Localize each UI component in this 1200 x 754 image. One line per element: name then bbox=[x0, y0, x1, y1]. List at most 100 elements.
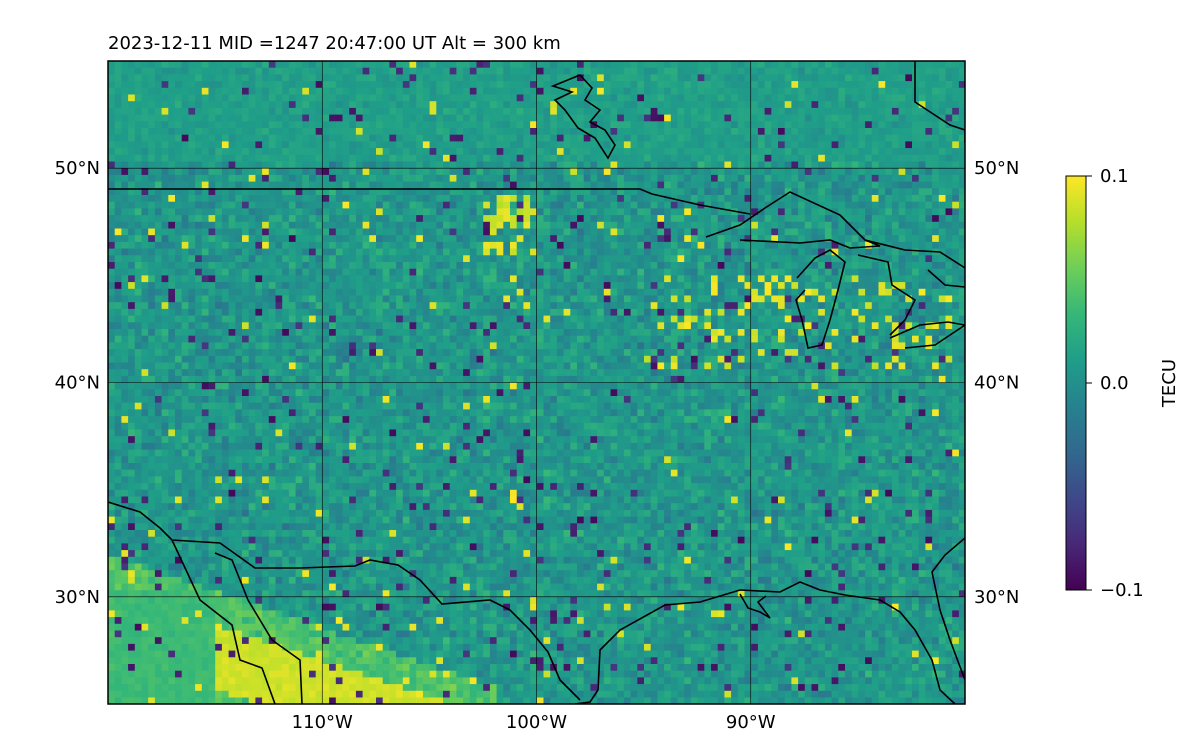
tec-cell bbox=[523, 268, 531, 276]
tec-cell bbox=[891, 208, 900, 216]
tec-cell bbox=[268, 241, 277, 250]
tec-cell bbox=[516, 74, 524, 82]
tec-cell bbox=[409, 215, 417, 223]
tec-cell bbox=[436, 114, 444, 122]
tec-cell bbox=[744, 302, 752, 310]
tec-cell bbox=[288, 94, 297, 102]
tec-cell bbox=[483, 302, 491, 310]
tec-cell bbox=[362, 235, 370, 243]
tec-cell bbox=[175, 275, 183, 283]
tec-cell bbox=[221, 188, 230, 196]
tec-cell bbox=[161, 181, 169, 189]
tec-cell bbox=[603, 168, 612, 176]
tec-cell bbox=[262, 195, 270, 203]
tec-cell bbox=[201, 107, 210, 116]
tec-cell bbox=[912, 181, 920, 189]
tec-cell bbox=[516, 121, 524, 129]
tec-cell bbox=[463, 67, 471, 75]
tec-cell bbox=[422, 255, 431, 263]
tec-cell bbox=[154, 107, 163, 116]
tec-cell bbox=[684, 128, 692, 136]
tec-cell bbox=[938, 94, 947, 102]
tec-cell bbox=[905, 134, 913, 142]
tec-cell bbox=[858, 161, 866, 169]
tec-cell bbox=[188, 67, 196, 75]
tec-cell bbox=[918, 114, 926, 122]
tec-cell bbox=[215, 168, 223, 176]
tec-cell bbox=[690, 87, 699, 96]
tec-cell bbox=[342, 255, 350, 263]
tec-cell bbox=[349, 215, 357, 223]
tec-cell bbox=[704, 168, 712, 176]
tec-cell bbox=[563, 134, 571, 142]
tec-cell bbox=[690, 208, 699, 216]
tec-cell bbox=[543, 134, 551, 142]
tec-cell bbox=[329, 195, 337, 203]
tec-cell bbox=[657, 201, 665, 209]
tec-cell bbox=[952, 181, 960, 189]
tec-cell bbox=[938, 134, 947, 142]
tec-cell bbox=[905, 114, 913, 122]
tec-cell bbox=[268, 255, 277, 263]
tec-cell bbox=[945, 154, 953, 163]
tec-cell bbox=[784, 154, 792, 163]
tec-cell bbox=[717, 61, 725, 69]
tec-cell bbox=[376, 195, 384, 203]
tec-cell bbox=[617, 248, 625, 256]
tec-cell bbox=[181, 248, 189, 256]
tec-cell bbox=[443, 141, 451, 149]
tec-cell bbox=[556, 235, 565, 243]
tec-cell bbox=[670, 315, 679, 323]
tec-cell bbox=[704, 228, 712, 236]
tec-cell bbox=[409, 181, 417, 189]
tec-cell bbox=[677, 215, 685, 223]
tec-cell bbox=[764, 174, 772, 183]
tec-cell bbox=[784, 288, 792, 297]
tec-cell bbox=[436, 315, 444, 323]
tec-cell bbox=[945, 228, 953, 236]
tec-cell bbox=[597, 107, 605, 116]
tec-cell bbox=[389, 94, 397, 102]
tec-cell bbox=[637, 248, 645, 256]
tec-cell bbox=[128, 87, 136, 96]
tec-cell bbox=[429, 121, 437, 129]
tec-cell bbox=[255, 161, 263, 169]
tec-cell bbox=[510, 255, 518, 263]
tec-cell bbox=[429, 248, 437, 256]
tec-cell bbox=[878, 101, 886, 109]
tec-cell bbox=[912, 161, 920, 169]
tec-cell bbox=[141, 101, 149, 109]
tec-cell bbox=[684, 107, 692, 116]
tec-cell bbox=[154, 295, 163, 303]
tec-cell bbox=[771, 215, 779, 223]
tec-cell bbox=[932, 255, 940, 263]
tec-cell bbox=[630, 168, 638, 176]
tec-cell bbox=[818, 248, 826, 256]
tec-cell bbox=[757, 134, 766, 142]
tec-cell bbox=[798, 228, 806, 236]
tec-cell bbox=[469, 255, 478, 263]
tec-cell bbox=[463, 121, 471, 129]
tec-cell bbox=[463, 262, 471, 270]
tec-cell bbox=[221, 134, 230, 142]
tec-cell bbox=[577, 134, 585, 142]
tec-cell bbox=[335, 188, 344, 196]
tec-cell bbox=[108, 188, 116, 196]
tec-cell bbox=[141, 154, 149, 163]
tec-cell bbox=[376, 81, 384, 89]
tec-cell bbox=[114, 174, 122, 183]
tec-cell bbox=[583, 241, 591, 250]
tec-cell bbox=[389, 208, 397, 216]
tec-cell bbox=[764, 295, 772, 303]
tec-cell bbox=[784, 241, 792, 250]
tec-cell bbox=[724, 148, 732, 156]
tec-cell bbox=[791, 94, 799, 102]
tec-cell bbox=[731, 228, 739, 236]
tec-cell bbox=[644, 288, 652, 297]
tec-cell bbox=[784, 174, 792, 183]
tec-cell bbox=[918, 61, 926, 69]
tec-cell bbox=[938, 81, 947, 89]
tec-cell bbox=[938, 195, 947, 203]
tec-cell bbox=[195, 128, 203, 136]
tec-cell bbox=[556, 262, 565, 270]
